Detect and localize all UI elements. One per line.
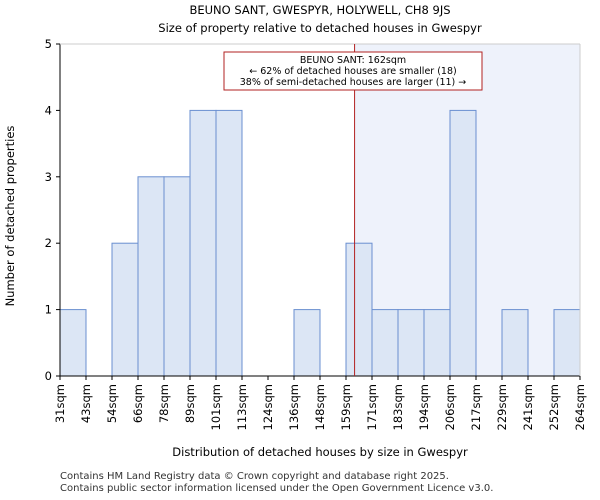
- y-tick-label: 2: [45, 236, 52, 250]
- chart-title: BEUNO SANT, GWESPYR, HOLYWELL, CH8 9JS: [189, 3, 450, 17]
- bar-252sqm: [553, 309, 581, 377]
- bar-101sqm: [215, 109, 243, 377]
- bar-78sqm: [163, 176, 191, 377]
- annotation-line-2: ← 62% of detached houses are smaller (18…: [249, 66, 456, 77]
- x-tick-label: 252sqm: [547, 384, 561, 430]
- bar-229sqm: [501, 309, 529, 377]
- bar-171sqm: [371, 309, 399, 377]
- x-tick-label: 66sqm: [131, 384, 145, 423]
- annotation-line-3: 38% of semi-detached houses are larger (…: [240, 77, 467, 88]
- y-tick-label: 3: [45, 170, 52, 184]
- y-tick-label: 0: [45, 369, 52, 383]
- bar-136sqm: [293, 309, 321, 377]
- x-tick-label: 206sqm: [443, 384, 457, 430]
- annotation-box: [223, 51, 483, 91]
- x-tick-label: 194sqm: [417, 384, 431, 430]
- bar-31sqm: [59, 309, 87, 377]
- bar-89sqm: [189, 109, 217, 377]
- x-tick-label: 101sqm: [209, 384, 223, 430]
- x-tick-label: 183sqm: [391, 384, 405, 430]
- x-tick-label: 136sqm: [287, 384, 301, 430]
- bar-159sqm: [345, 242, 373, 377]
- x-tick-label: 217sqm: [469, 384, 483, 430]
- y-tick-label: 1: [45, 303, 52, 317]
- y-tick-label: 4: [45, 103, 52, 117]
- x-tick-label: 124sqm: [261, 384, 275, 430]
- x-tick-label: 31sqm: [53, 384, 67, 423]
- bar-194sqm: [423, 309, 451, 377]
- x-tick-label: 148sqm: [313, 384, 327, 430]
- footer-line-2: Contains public sector information licen…: [60, 483, 494, 494]
- bar-183sqm: [397, 309, 425, 377]
- bar-66sqm: [137, 176, 165, 377]
- x-tick-label: 229sqm: [495, 384, 509, 430]
- x-axis-label: Distribution of detached houses by size …: [172, 445, 468, 459]
- x-tick-label: 89sqm: [183, 384, 197, 423]
- bar-206sqm: [449, 109, 477, 377]
- x-tick-label: 159sqm: [339, 384, 353, 430]
- bar-54sqm: [111, 242, 139, 377]
- y-tick-label: 5: [45, 37, 52, 51]
- plot-area: 0 1 2 3 4 5 31sqm 43sqm 54sqm 66sqm 78sqm 89sqm 101s…: [45, 37, 587, 430]
- y-axis-label: Number of detached properties: [3, 126, 17, 307]
- x-tick-label: 43sqm: [79, 384, 93, 423]
- x-tick-label: 113sqm: [235, 384, 249, 430]
- chart-subtitle: Size of property relative to detached ho…: [158, 21, 482, 35]
- x-tick-label: 241sqm: [521, 384, 535, 430]
- x-tick-label: 171sqm: [365, 384, 379, 430]
- annotation-line-1: BEUNO SANT: 162sqm: [300, 55, 406, 66]
- x-tick-label: 264sqm: [573, 384, 587, 430]
- x-tick-label: 78sqm: [157, 384, 171, 423]
- x-tick-label: 54sqm: [105, 384, 119, 423]
- footer-line-1: Contains HM Land Registry data © Crown c…: [60, 471, 449, 482]
